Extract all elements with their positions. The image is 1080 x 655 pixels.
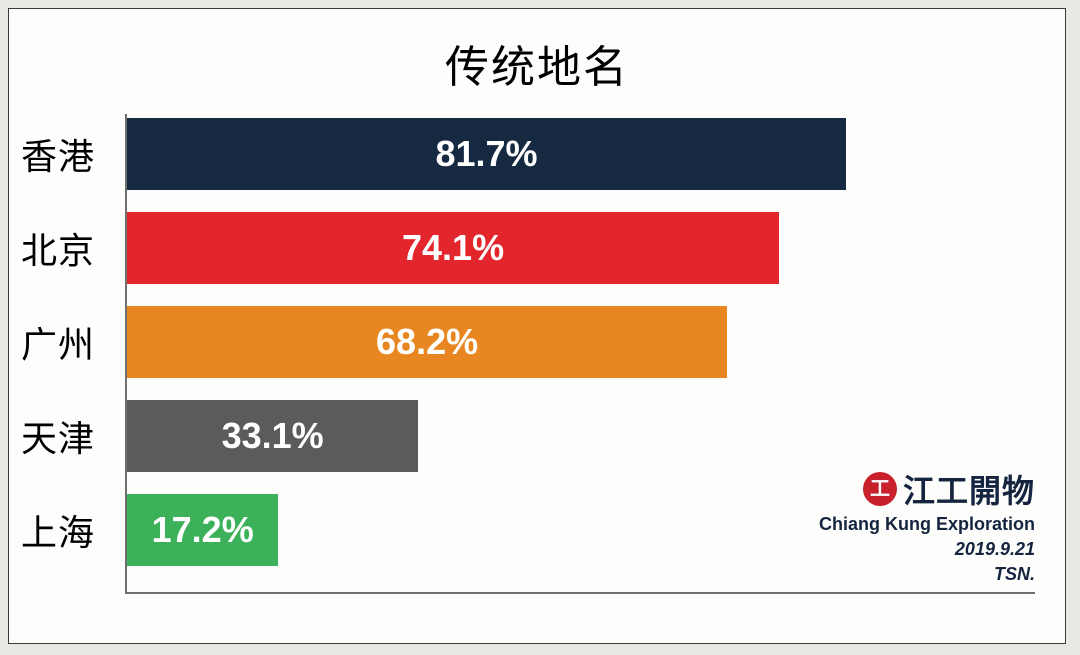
watermark: 工 江工開物 Chiang Kung Exploration 2019.9.21…: [819, 466, 1035, 585]
watermark-date: 2019.9.21: [819, 539, 1035, 560]
watermark-name: 江工開物: [903, 466, 1035, 512]
chart-title: 传统地名: [9, 31, 1065, 95]
bar: 33.1%: [127, 400, 418, 472]
bar: 74.1%: [127, 212, 779, 284]
x-axis-line: [125, 592, 1035, 594]
chart-frame: 传统地名 香港 81.7% 北京 74.1% 广州 68.2% 天津 33.1% 上海 17.2%…: [8, 8, 1066, 644]
category-label: 香港: [21, 128, 115, 180]
watermark-author: TSN.: [819, 564, 1035, 585]
watermark-top-row: 工 江工開物: [819, 466, 1035, 512]
bar-row: 北京 74.1%: [21, 212, 1041, 284]
category-label: 广州: [21, 316, 115, 368]
bar-value-label: 74.1%: [402, 227, 504, 269]
bar: 81.7%: [127, 118, 846, 190]
bar-row: 天津 33.1%: [21, 400, 1041, 472]
bar: 68.2%: [127, 306, 727, 378]
category-label: 北京: [21, 222, 115, 274]
bar-value-label: 68.2%: [376, 321, 478, 363]
bar: 17.2%: [127, 494, 278, 566]
watermark-subtitle: Chiang Kung Exploration: [819, 514, 1035, 535]
bar-row: 香港 81.7%: [21, 118, 1041, 190]
category-label: 天津: [21, 410, 115, 462]
category-label: 上海: [21, 504, 115, 556]
bar-value-label: 81.7%: [435, 133, 537, 175]
logo-icon: 工: [863, 472, 897, 506]
bar-value-label: 33.1%: [222, 415, 324, 457]
bar-value-label: 17.2%: [152, 509, 254, 551]
bar-row: 广州 68.2%: [21, 306, 1041, 378]
